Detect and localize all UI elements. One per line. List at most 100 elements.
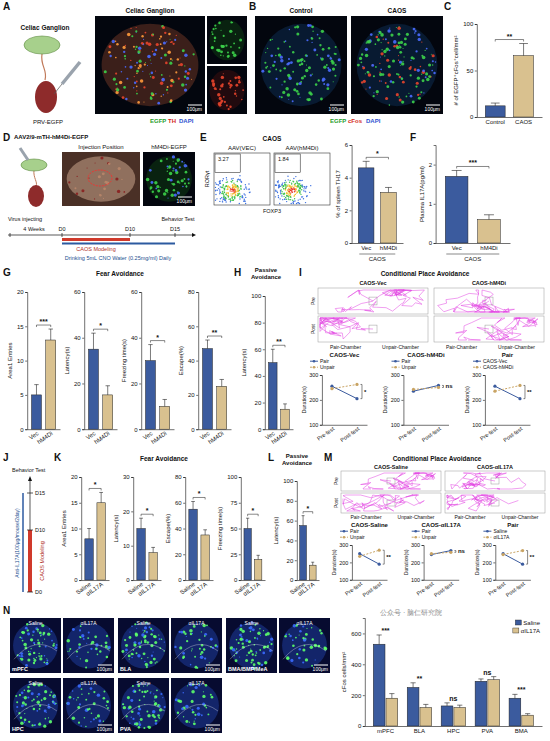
cell: [164, 706, 166, 708]
cell: [320, 98, 323, 101]
cell: [145, 692, 146, 693]
cell: [435, 61, 437, 63]
tick-label: Control: [486, 119, 505, 125]
tick-label: 20: [17, 289, 24, 295]
cell: [134, 690, 136, 692]
cell: [410, 60, 411, 61]
cell: [246, 655, 247, 656]
cell: [238, 80, 240, 82]
event: [286, 195, 287, 196]
cell: [30, 638, 33, 641]
row-label: Post: [310, 323, 316, 334]
cell: [357, 64, 360, 67]
tick: 15: [17, 324, 27, 330]
event: [282, 182, 283, 183]
heading: Fear Avoidance: [140, 455, 188, 462]
region-outline: [230, 644, 273, 659]
event: [240, 188, 241, 189]
cell: [137, 50, 140, 53]
tick-label: 5: [20, 392, 24, 398]
cell: [281, 84, 282, 85]
panel-letter: A: [3, 1, 10, 12]
event: [226, 193, 227, 194]
event: [288, 191, 289, 192]
cell: [175, 71, 177, 73]
cell: [296, 90, 299, 93]
image-title: Control: [289, 7, 312, 14]
cell: [388, 73, 391, 76]
flow-frame: [274, 153, 330, 205]
cell: [31, 724, 33, 726]
event: [219, 191, 220, 192]
event: [237, 195, 238, 196]
cell: [173, 167, 175, 169]
cell: [169, 62, 172, 65]
cell: [118, 167, 121, 170]
cell: [106, 635, 108, 637]
image-title: CAOS-Vec: [359, 280, 386, 286]
x-axis: VechM4Di: [352, 244, 403, 252]
label: Behavior Test: [12, 467, 46, 473]
cell: [151, 72, 154, 75]
event: [288, 195, 289, 196]
tick: 1: [429, 201, 436, 207]
cell: [151, 93, 154, 96]
bar: [46, 340, 56, 429]
image-title: hM4Di-EGFP: [151, 144, 187, 150]
trajectory-image: [445, 471, 545, 491]
tick: hM4Di: [36, 430, 54, 445]
event: [303, 188, 304, 189]
arena: [318, 288, 428, 314]
tick-label: 20: [188, 392, 195, 398]
event: [299, 180, 300, 181]
cell: [234, 76, 237, 79]
tick: hM4Di: [150, 430, 168, 445]
cell: [165, 189, 168, 192]
cell: [266, 645, 269, 648]
cell: [27, 689, 30, 692]
cell: [40, 635, 42, 637]
cell: [129, 722, 130, 723]
event: [237, 193, 238, 194]
cell: [79, 636, 81, 638]
timeline-tick: [10, 233, 11, 237]
event: [235, 191, 236, 192]
tick: 20: [74, 381, 84, 387]
cell: [27, 629, 29, 631]
syringe: [62, 62, 80, 84]
cell: [188, 182, 190, 184]
tick: 40: [188, 358, 198, 364]
cell: [115, 57, 117, 59]
group-bracket: [446, 254, 499, 255]
chamber-label: Unpair-Chamber: [398, 514, 435, 520]
event: [295, 189, 296, 190]
chamber-label: Pair-Chamber: [454, 514, 485, 520]
event: [290, 190, 291, 191]
cell: [426, 78, 430, 82]
event: [295, 183, 296, 184]
event: [295, 186, 296, 187]
cell: [219, 88, 221, 90]
cell: [171, 41, 173, 43]
cell: [192, 711, 195, 714]
arena: [341, 493, 441, 513]
cell: [229, 80, 231, 82]
event: [290, 199, 291, 200]
cell: [53, 695, 56, 698]
event: [238, 190, 239, 191]
event: [219, 180, 220, 181]
cell: [134, 723, 136, 725]
cell: [124, 55, 126, 57]
cell: [236, 639, 238, 641]
cell: [270, 638, 273, 641]
event: [304, 186, 305, 187]
cell: [147, 55, 151, 59]
cell: [137, 712, 140, 715]
cell: [80, 725, 81, 726]
cell: [136, 80, 138, 82]
cell: [150, 181, 153, 184]
cell: [91, 712, 93, 714]
region-outline: [175, 644, 218, 659]
event: [284, 199, 285, 200]
cell: [381, 49, 382, 50]
